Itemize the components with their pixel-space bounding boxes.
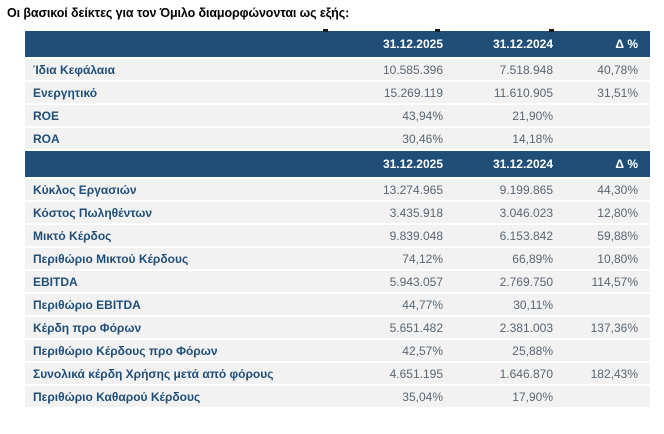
row-label: Κόστος Πωληθέντων: [33, 205, 153, 220]
value-2025: 30,46%: [402, 131, 443, 146]
row-label: Κύκλος Εργασιών: [33, 182, 137, 197]
value-2024: 21,90%: [512, 108, 553, 123]
table-row: Περιθώριο Κέρδους προ Φόρων 42,57% 25,88…: [25, 340, 650, 361]
table-row: ROA 30,46% 14,18%: [25, 128, 650, 149]
table-top-tick: [323, 29, 328, 32]
value-2025: 10.585.396: [382, 62, 443, 77]
value-2024: 9.199.865: [499, 182, 553, 197]
table-row: ROE 43,94% 21,90%: [25, 105, 650, 126]
row-label: Συνολικά κέρδη Χρήσης μετά από φόρους: [33, 366, 274, 381]
value-delta: 44,30%: [597, 182, 638, 197]
value-2024: 11.610.905: [493, 85, 553, 100]
value-2025: 42,57%: [402, 343, 443, 358]
page-title: Οι βασικοί δείκτες για τον Όμιλο διαμορφ…: [7, 6, 350, 20]
table-row: Περιθώριο Καθαρού Κέρδους 35,04% 17,90%: [25, 386, 650, 407]
value-2024: 14,18%: [512, 131, 553, 146]
header-col-delta: Δ %: [615, 37, 638, 51]
row-label: ROE: [33, 108, 60, 123]
value-2025: 44,77%: [402, 297, 443, 312]
value-2024: 66,89%: [512, 251, 553, 266]
value-2024: 17,90%: [512, 389, 553, 404]
table-top-tick: [435, 29, 440, 32]
value-delta: 31,51%: [597, 85, 638, 100]
value-2024: 6.153.842: [499, 228, 553, 243]
value-delta: 114,57%: [591, 274, 638, 289]
value-delta: 40,78%: [597, 62, 638, 77]
value-delta: 59,88%: [597, 228, 638, 243]
value-2025: 4.651.195: [389, 366, 443, 381]
row-label: Περιθώριο Καθαρού Κέρδους: [33, 389, 201, 404]
table-row: Κόστος Πωληθέντων 3.435.918 3.046.023 12…: [25, 202, 650, 223]
row-label: Περιθώριο EBITDA: [33, 297, 141, 312]
header-col-2025: 31.12.2025: [382, 37, 443, 51]
table-row: Ίδια Κεφάλαια 10.585.396 7.518.948 40,78…: [25, 59, 650, 80]
table-row: Περιθώριο Μικτού Κέρδους 74,12% 66,89% 1…: [25, 248, 650, 269]
value-2024: 30,11%: [513, 297, 553, 312]
header-col-2024: 31.12.2024: [492, 157, 553, 171]
row-label: EBITDA: [33, 274, 78, 289]
value-2025: 3.435.918: [389, 205, 443, 220]
row-label: Περιθώριο Κέρδους προ Φόρων: [33, 343, 218, 358]
value-2025: 13.274.965: [382, 182, 443, 197]
value-2024: 1.646.870: [499, 366, 553, 381]
row-label: ROA: [33, 131, 60, 146]
value-2024: 25,88%: [512, 343, 553, 358]
table-row: Περιθώριο EBITDA 44,77% 30,11%: [25, 294, 650, 315]
value-2025: 5.943.057: [389, 274, 443, 289]
table-top-tick: [549, 29, 554, 32]
value-2025: 74,12%: [402, 251, 443, 266]
header-col-2025: 31.12.2025: [382, 157, 443, 171]
table-header-row-2: 31.12.2025 31.12.2024 Δ %: [25, 151, 650, 177]
row-label: Ενεργητικό: [33, 85, 98, 100]
value-delta: 182,43%: [590, 366, 638, 381]
table-row: Συνολικά κέρδη Χρήσης μετά από φόρους 4.…: [25, 363, 650, 384]
table-header-row-1: 31.12.2025 31.12.2024 Δ %: [25, 31, 650, 57]
value-2024: 7.518.948: [499, 62, 553, 77]
value-2024: 2.381.003: [499, 320, 553, 335]
row-label: Κέρδη προ Φόρων: [33, 320, 142, 335]
table-row: Ενεργητικό 15.269.119 11.610.905 31,51%: [25, 82, 650, 103]
value-delta: 10,80%: [597, 251, 638, 266]
value-2025: 15.269.119: [383, 85, 443, 100]
value-2024: 2.769.750: [499, 274, 553, 289]
table-row: EBITDA 5.943.057 2.769.750 114,57%: [25, 271, 650, 292]
row-label: Περιθώριο Μικτού Κέρδους: [33, 251, 189, 266]
row-label: Ίδια Κεφάλαια: [33, 62, 115, 77]
row-label: Μικτό Κέρδος: [33, 228, 112, 243]
financial-indicators-table: 31.12.2025 31.12.2024 Δ % Ίδια Κεφάλαια …: [25, 29, 650, 409]
header-col-2024: 31.12.2024: [492, 37, 553, 51]
value-2025: 35,04%: [402, 389, 443, 404]
table-row: Μικτό Κέρδος 9.839.048 6.153.842 59,88%: [25, 225, 650, 246]
value-2025: 9.839.048: [389, 228, 443, 243]
table-row: Κέρδη προ Φόρων 5.651.482 2.381.003 137,…: [25, 317, 650, 338]
table-row: Κύκλος Εργασιών 13.274.965 9.199.865 44,…: [25, 179, 650, 200]
value-2024: 3.046.023: [499, 205, 553, 220]
value-2025: 43,94%: [402, 108, 443, 123]
value-delta: 12,80%: [597, 205, 638, 220]
value-2025: 5.651.482: [389, 320, 443, 335]
header-col-delta: Δ %: [615, 157, 638, 171]
value-delta: 137,36%: [590, 320, 638, 335]
